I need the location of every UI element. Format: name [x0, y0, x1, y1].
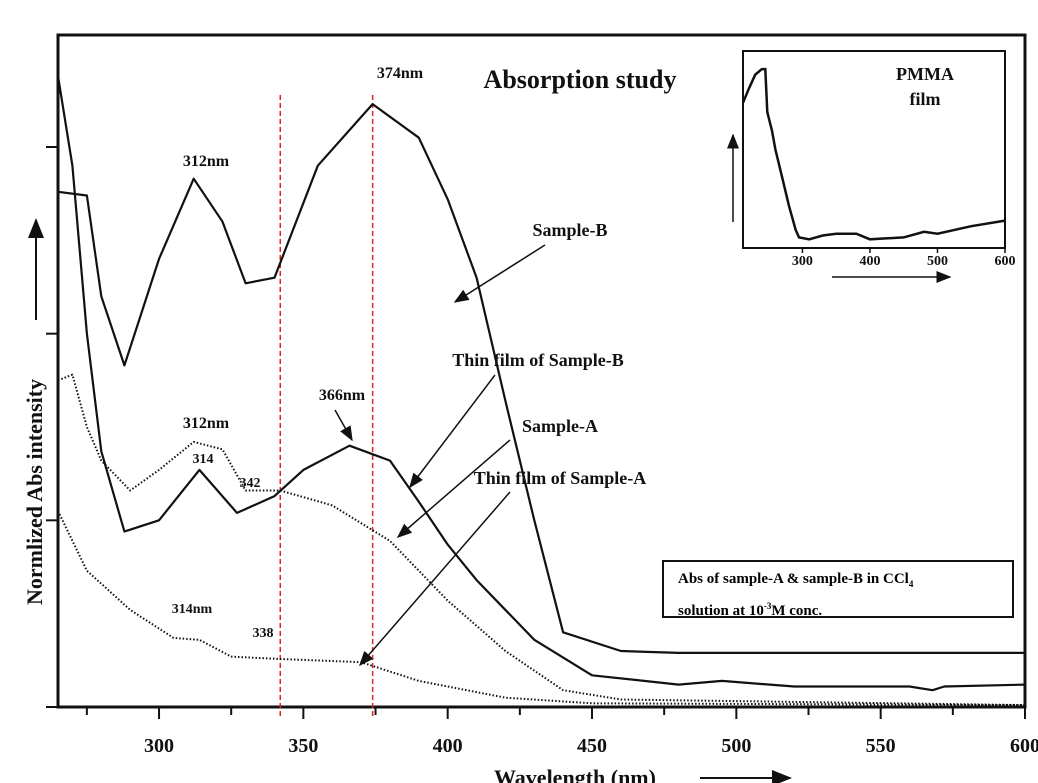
x-tick-label: 400	[433, 735, 463, 757]
annotation-label: Thin film of Sample-B	[452, 350, 624, 370]
inset-x-tick-label: 400	[859, 254, 880, 269]
annotation-arrow	[396, 439, 511, 538]
x-tick-label: 450	[577, 735, 607, 757]
inset-frame	[742, 50, 1006, 249]
inset-x-tick-label: 600	[995, 254, 1016, 269]
annotation-label: 312nm	[183, 415, 230, 432]
series-line-sample-a	[56, 75, 1026, 692]
annotation-label: 312nm	[183, 153, 230, 170]
inset-title: PMMA	[896, 64, 954, 84]
legend-line2a: solution at 10	[678, 603, 764, 619]
legend-line2b: M conc.	[771, 603, 823, 619]
legend-line1: Abs of sample-A & sample-B in CCl	[678, 571, 909, 587]
plot-frame	[56, 33, 1027, 709]
x-tick-label: 600	[1010, 735, 1038, 757]
annotation-arrow	[409, 374, 496, 489]
annotation-arrow	[359, 491, 511, 667]
inset-x-tick-label: 500	[927, 254, 948, 269]
annotation-label: Sample-A	[522, 416, 598, 436]
series-line-sample-b	[57, 103, 1025, 654]
x-tick-label: 500	[721, 735, 751, 757]
legend-box: Abs of sample-A & sample-B in CCl4 solut…	[662, 560, 1014, 619]
x-tick-label: 350	[288, 735, 318, 757]
annotation-label: 314nm	[172, 602, 213, 617]
legend-sub: 4	[908, 579, 914, 589]
y-axis-label: Normlized Abs intensity	[22, 379, 47, 605]
annotation-label: 314	[193, 452, 214, 467]
x-tick-label: 550	[866, 735, 896, 757]
x-axis-label: Wavelength (nm)	[494, 765, 656, 783]
annotation-label: Thin film of Sample-A	[474, 468, 647, 488]
annotation-label: 338	[253, 626, 274, 641]
annotation-label: Sample-B	[532, 220, 607, 240]
inset-x-tick-label: 300	[792, 254, 813, 269]
annotation-arrow	[334, 409, 353, 442]
legend-sup: -3	[763, 601, 772, 611]
chart-title: Absorption study	[484, 65, 677, 94]
inset-pmma-line	[741, 67, 1006, 241]
inset-title: film	[910, 89, 941, 109]
annotation-label: 342	[240, 476, 261, 491]
series-line-thin-film-of-sample-b	[57, 373, 1026, 707]
annotation-label: 374nm	[377, 65, 424, 82]
annotation-arrow	[453, 244, 546, 303]
x-tick-label: 300	[144, 735, 174, 757]
annotation-label: 366nm	[319, 387, 366, 404]
